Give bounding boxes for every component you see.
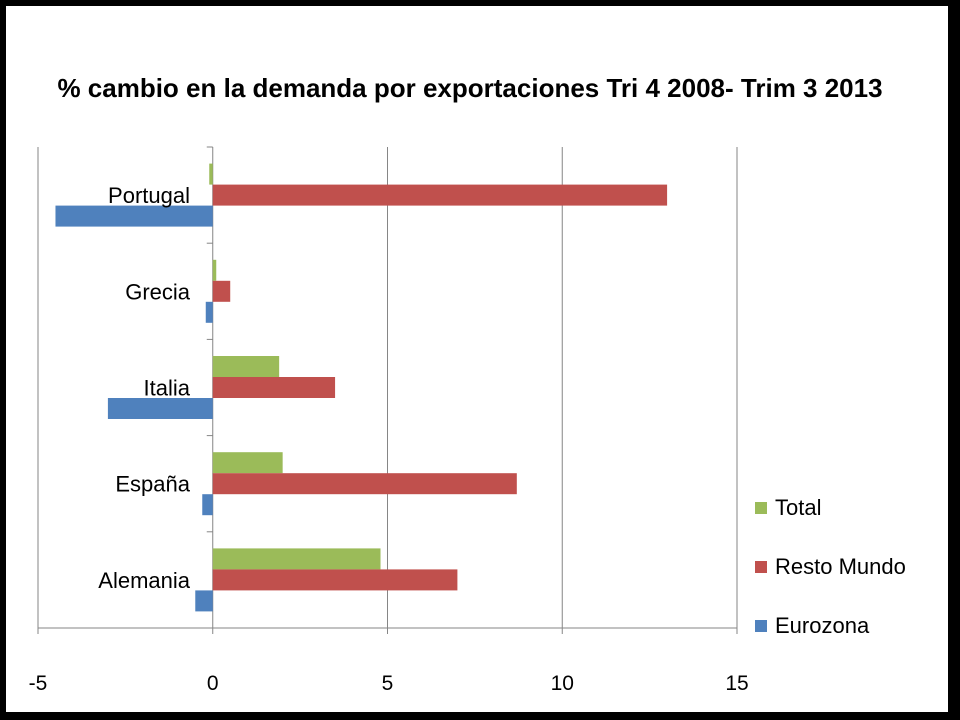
x-tick-label: 5	[382, 672, 394, 695]
x-tick-label: 0	[207, 672, 219, 695]
legend: Total Resto Mundo Eurozona	[755, 495, 906, 638]
bar-grecia-eurozona	[205, 301, 213, 323]
bar-espa-a-resto-mundo	[212, 473, 517, 495]
bar-italia-eurozona	[107, 398, 213, 419]
bar-portugal-eurozona	[55, 205, 213, 227]
bar-espa-a-eurozona	[202, 494, 213, 516]
slide-frame	[6, 6, 948, 712]
legend-label: Total	[775, 495, 821, 520]
bar-grecia-resto-mundo	[212, 280, 231, 302]
bar-italia-total	[212, 356, 280, 377]
x-tick-label: 10	[551, 672, 574, 695]
bar-grecia-total	[212, 259, 217, 281]
bars	[55, 163, 668, 612]
x-tick-labels: -5 0 5 10 15	[29, 672, 749, 695]
chart-title: % cambio en la demanda por exportaciones…	[57, 73, 882, 103]
legend-swatch-eurozona	[755, 620, 767, 632]
legend-swatch-resto-mundo	[755, 561, 767, 573]
bar-italia-resto-mundo	[212, 377, 336, 398]
category-label: Italia	[144, 376, 191, 401]
bar-portugal-total	[209, 163, 213, 185]
legend-label: Eurozona	[775, 613, 870, 638]
bar-portugal-resto-mundo	[212, 184, 668, 206]
legend-label: Resto Mundo	[775, 554, 906, 579]
bar-alemania-resto-mundo	[212, 569, 458, 591]
category-labels: Portugal Grecia Italia España Alemania	[98, 183, 190, 593]
bar-espa-a-total	[212, 452, 283, 474]
x-tick-label: -5	[29, 672, 48, 695]
legend-swatch-total	[755, 502, 767, 514]
gridlines	[37, 147, 738, 628]
x-tick-label: 15	[725, 672, 748, 695]
category-label: Portugal	[108, 183, 190, 208]
category-label: Alemania	[98, 568, 190, 593]
bar-alemania-eurozona	[195, 590, 213, 612]
category-label: España	[115, 472, 190, 497]
category-label: Grecia	[125, 279, 191, 304]
bar-alemania-total	[212, 548, 381, 570]
